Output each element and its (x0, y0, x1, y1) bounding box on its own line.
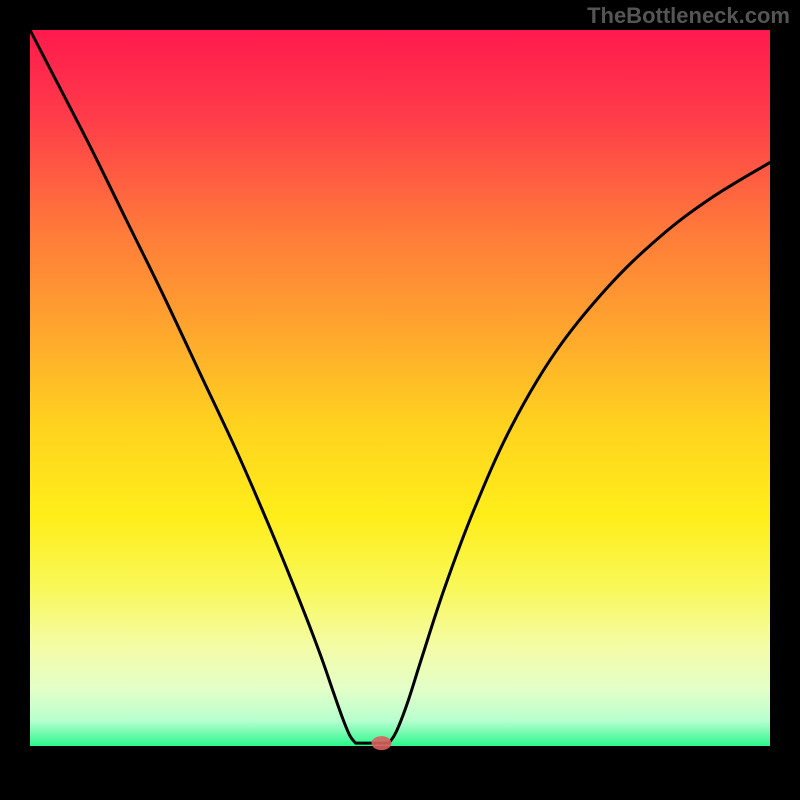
watermark-text: TheBottleneck.com (587, 3, 790, 29)
optimum-marker (372, 736, 392, 750)
plot-background (30, 30, 770, 746)
bottleneck-chart (0, 0, 800, 800)
chart-frame: TheBottleneck.com (0, 0, 800, 800)
